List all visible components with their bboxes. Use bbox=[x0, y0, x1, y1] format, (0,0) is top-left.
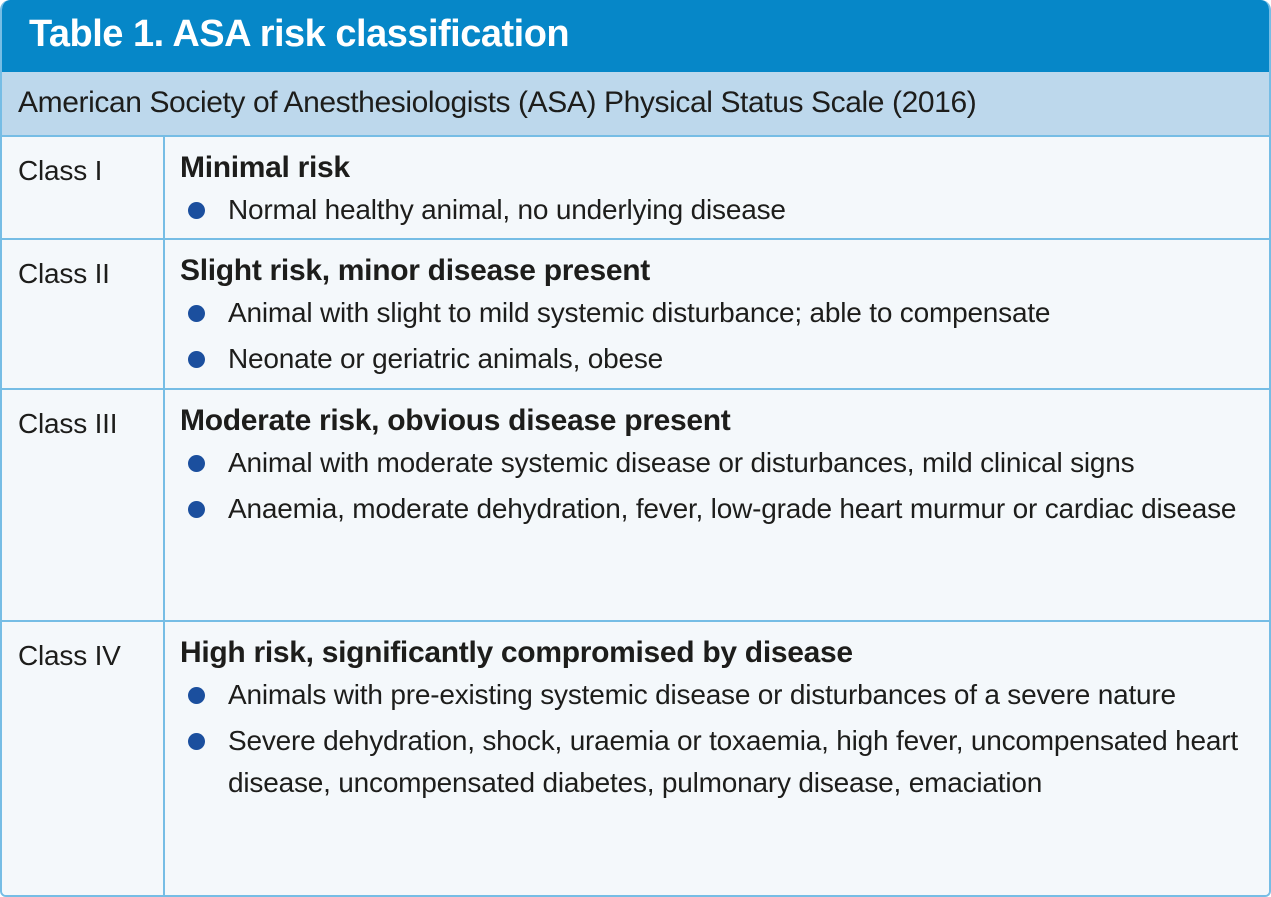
bullet-item: Animal with slight to mild systemic dist… bbox=[180, 292, 1245, 334]
table-row-class-1: Class I Minimal risk Normal healthy anim… bbox=[2, 135, 1269, 238]
bullet-text: Anaemia, moderate dehydration, fever, lo… bbox=[228, 493, 1237, 524]
bullet-item: Anaemia, moderate dehydration, fever, lo… bbox=[180, 488, 1245, 530]
class-label: Class II bbox=[18, 258, 110, 289]
bullet-text: Neonate or geriatric animals, obese bbox=[228, 343, 664, 374]
class-label: Class III bbox=[18, 408, 118, 439]
bullet-dot-icon bbox=[188, 733, 205, 750]
class-label: Class IV bbox=[18, 640, 121, 671]
description-cell: Slight risk, minor disease present Anima… bbox=[165, 240, 1269, 388]
risk-heading: Moderate risk, obvious disease present bbox=[180, 404, 731, 437]
description-cell: Minimal risk Normal healthy animal, no u… bbox=[165, 137, 1269, 238]
table-title-bar: Table 1. ASA risk classification bbox=[2, 0, 1269, 72]
bullet-dot-icon bbox=[188, 351, 205, 368]
table-row-class-3: Class III Moderate risk, obvious disease… bbox=[2, 388, 1269, 620]
bullet-list: Animals with pre-existing systemic disea… bbox=[180, 674, 1245, 804]
bullet-item: Normal healthy animal, no underlying dis… bbox=[180, 189, 1245, 231]
class-cell: Class I bbox=[2, 137, 165, 238]
description-cell: High risk, significantly compromised by … bbox=[165, 622, 1269, 895]
bullet-text: Animal with slight to mild systemic dist… bbox=[228, 297, 1051, 328]
class-cell: Class II bbox=[2, 240, 165, 388]
bullet-item: Neonate or geriatric animals, obese bbox=[180, 338, 1245, 380]
risk-heading: High risk, significantly compromised by … bbox=[180, 636, 853, 669]
description-cell: Moderate risk, obvious disease present A… bbox=[165, 390, 1269, 620]
table-row-class-4: Class IV High risk, significantly compro… bbox=[2, 620, 1269, 895]
bullet-text: Severe dehydration, shock, uraemia or to… bbox=[228, 725, 1238, 798]
table-title: Table 1. ASA risk classification bbox=[29, 12, 570, 55]
bullet-list: Animal with moderate systemic disease or… bbox=[180, 442, 1245, 530]
bullet-dot-icon bbox=[188, 687, 205, 704]
bullet-text: Animals with pre-existing systemic disea… bbox=[228, 679, 1176, 710]
class-cell: Class III bbox=[2, 390, 165, 620]
bullet-dot-icon bbox=[188, 305, 205, 322]
bullet-item: Animal with moderate systemic disease or… bbox=[180, 442, 1245, 484]
table-subtitle: American Society of Anesthesiologists (A… bbox=[18, 85, 977, 119]
table-row-class-2: Class II Slight risk, minor disease pres… bbox=[2, 238, 1269, 388]
risk-heading: Slight risk, minor disease present bbox=[180, 254, 650, 287]
risk-heading: Minimal risk bbox=[180, 151, 350, 184]
bullet-text: Normal healthy animal, no underlying dis… bbox=[228, 194, 786, 225]
bullet-list: Animal with slight to mild systemic dist… bbox=[180, 292, 1245, 380]
bullet-dot-icon bbox=[188, 455, 205, 472]
class-cell: Class IV bbox=[2, 622, 165, 895]
table-subtitle-bar: American Society of Anesthesiologists (A… bbox=[2, 72, 1269, 135]
bullet-dot-icon bbox=[188, 202, 205, 219]
bullet-dot-icon bbox=[188, 501, 205, 518]
bullet-text: Animal with moderate systemic disease or… bbox=[228, 447, 1135, 478]
class-label: Class I bbox=[18, 155, 103, 186]
bullet-list: Normal healthy animal, no underlying dis… bbox=[180, 189, 1245, 231]
bullet-item: Animals with pre-existing systemic disea… bbox=[180, 674, 1245, 716]
bullet-item: Severe dehydration, shock, uraemia or to… bbox=[180, 720, 1245, 804]
